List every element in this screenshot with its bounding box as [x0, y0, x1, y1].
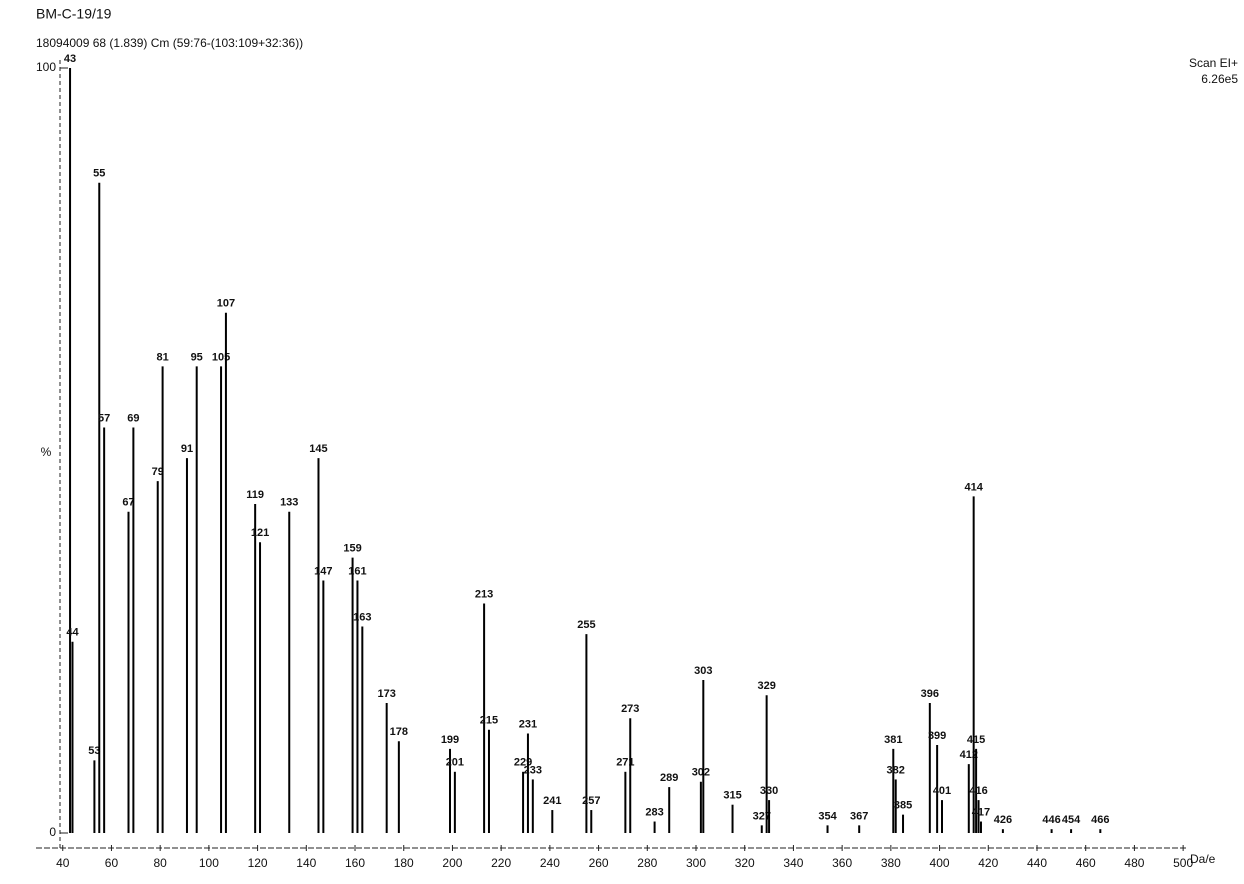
x-tick-label: 200 — [442, 856, 462, 870]
peak-label: 91 — [181, 443, 193, 455]
peak-label: 354 — [818, 810, 837, 822]
peak-label: 231 — [519, 718, 537, 730]
peak-label: 199 — [441, 734, 459, 746]
y-axis-label: % — [41, 445, 52, 459]
x-tick-label: 240 — [540, 856, 560, 870]
peak-label: 255 — [577, 619, 595, 631]
peak-label: 414 — [964, 481, 983, 493]
peak-label: 215 — [480, 715, 498, 727]
x-tick-label: 340 — [783, 856, 803, 870]
peak-label: 302 — [692, 767, 710, 779]
x-tick-label: 80 — [153, 856, 167, 870]
x-axis-label: Da/e — [1190, 852, 1216, 866]
peak-label: 330 — [760, 785, 778, 797]
peak-label: 69 — [127, 412, 139, 424]
peak-label: 415 — [967, 734, 985, 746]
peak-label: 81 — [156, 351, 168, 363]
peak-label: 79 — [152, 466, 164, 478]
x-tick-label: 420 — [978, 856, 998, 870]
peak-label: 107 — [217, 298, 235, 310]
peak-label: 416 — [969, 785, 987, 797]
peak-label: 178 — [390, 726, 408, 738]
peak-label: 43 — [64, 53, 76, 65]
peak-label: 159 — [343, 543, 361, 555]
peak-label: 396 — [921, 688, 939, 700]
peak-label: 133 — [280, 497, 298, 509]
x-tick-label: 360 — [832, 856, 852, 870]
peak-label: 303 — [694, 665, 712, 677]
y-tick-label: 100 — [36, 60, 56, 74]
peak-label: 273 — [621, 703, 639, 715]
x-tick-label: 160 — [345, 856, 365, 870]
peak-label: 213 — [475, 588, 493, 600]
peak-label: 382 — [887, 764, 905, 776]
peak-label: 57 — [98, 412, 110, 424]
x-tick-label: 180 — [394, 856, 414, 870]
peak-label: 289 — [660, 772, 678, 784]
x-tick-label: 140 — [296, 856, 316, 870]
peak-label: 329 — [757, 680, 775, 692]
peak-label: 257 — [582, 795, 600, 807]
peak-label: 67 — [122, 497, 134, 509]
peak-label: 161 — [348, 565, 366, 577]
x-tick-label: 40 — [56, 856, 70, 870]
peak-label: 241 — [543, 795, 561, 807]
peak-label: 315 — [723, 790, 741, 802]
base-intensity: 6.26e5 — [1201, 72, 1238, 86]
peak-label: 121 — [251, 527, 269, 539]
peak-label: 399 — [928, 730, 946, 742]
peak-label: 44 — [66, 627, 79, 639]
x-tick-label: 480 — [1124, 856, 1144, 870]
peak-label: 417 — [972, 806, 990, 818]
x-tick-label: 300 — [686, 856, 706, 870]
x-tick-label: 60 — [105, 856, 119, 870]
x-tick-label: 100 — [199, 856, 219, 870]
x-tick-label: 440 — [1027, 856, 1047, 870]
x-tick-label: 400 — [930, 856, 950, 870]
x-tick-label: 120 — [248, 856, 268, 870]
peak-label: 381 — [884, 734, 902, 746]
peak-label: 283 — [645, 806, 663, 818]
peak-label: 173 — [378, 688, 396, 700]
peak-label: 466 — [1091, 814, 1109, 826]
peak-label: 201 — [446, 757, 464, 769]
peak-label: 145 — [309, 443, 327, 455]
peak-label: 367 — [850, 810, 868, 822]
peak-label: 95 — [191, 351, 203, 363]
peak-label: 401 — [933, 785, 951, 797]
peak-label: 147 — [314, 565, 332, 577]
peak-label: 454 — [1062, 814, 1081, 826]
x-tick-label: 380 — [881, 856, 901, 870]
scan-mode: Scan EI+ — [1189, 56, 1238, 70]
x-tick-label: 460 — [1076, 856, 1096, 870]
chart-title: BM-C-19/19 — [36, 6, 112, 22]
peak-label: 53 — [88, 745, 100, 757]
peak-label: 55 — [93, 168, 105, 180]
x-tick-label: 260 — [589, 856, 609, 870]
peak-label: 426 — [994, 814, 1012, 826]
x-tick-label: 500 — [1173, 856, 1193, 870]
x-tick-label: 320 — [735, 856, 755, 870]
peak-label: 105 — [212, 351, 230, 363]
peak-label: 385 — [894, 800, 912, 812]
peak-label: 446 — [1042, 814, 1060, 826]
chart-subtitle: 18094009 68 (1.839) Cm (59:76-(103:109+3… — [36, 36, 303, 50]
peak-label: 233 — [524, 764, 542, 776]
peak-label: 119 — [246, 489, 264, 501]
y-tick-label: 0 — [49, 825, 56, 839]
x-tick-label: 220 — [491, 856, 511, 870]
peak-label: 271 — [616, 757, 634, 769]
peak-label: 163 — [353, 611, 371, 623]
x-tick-label: 280 — [637, 856, 657, 870]
